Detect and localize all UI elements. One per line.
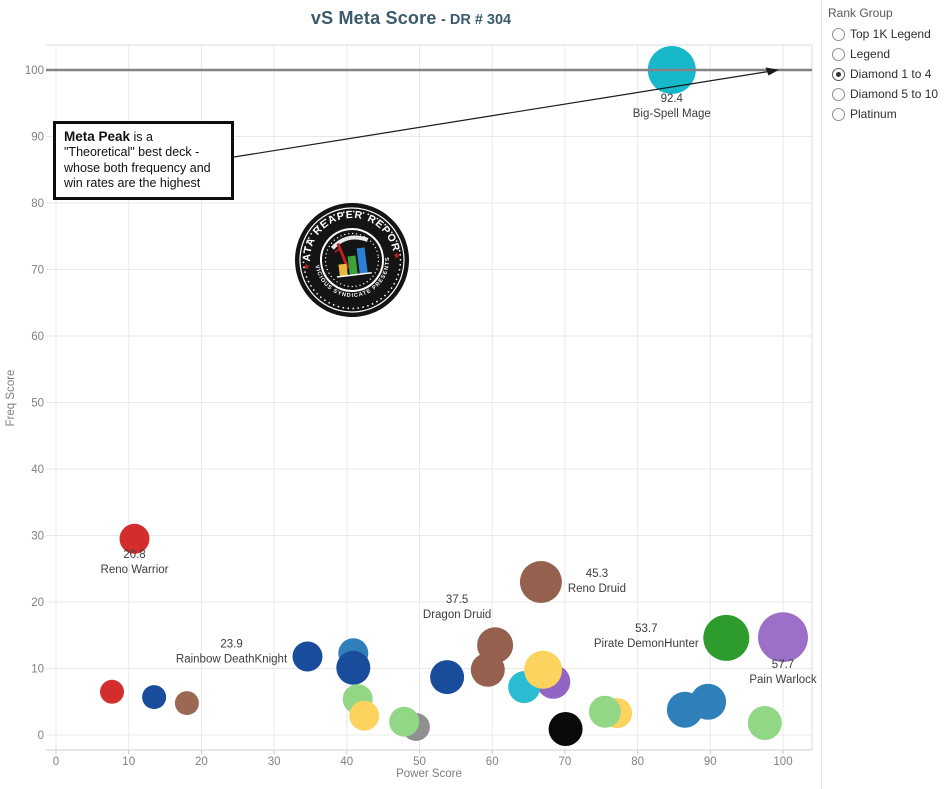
bubble-pirate-demonhunter[interactable] — [703, 614, 750, 661]
y-tick-label: 100 — [25, 65, 44, 77]
x-tick-label: 80 — [631, 756, 644, 768]
bubble-dragon-druid[interactable] — [477, 627, 514, 664]
rank-group-panel: Rank Group Top 1K Legend Legend Diamond 1 … — [828, 6, 946, 127]
x-tick-label: 10 — [122, 756, 135, 768]
x-tick-label: 40 — [340, 756, 353, 768]
annotation-arrow-head — [765, 67, 779, 76]
chart-title: vS Meta Score - DR # 304 — [0, 8, 822, 29]
bubble-reno-warrior[interactable] — [119, 523, 150, 554]
bubble-score-label: 53.7 — [635, 623, 657, 635]
bubble[interactable] — [747, 706, 782, 740]
bubble-pain-warlock[interactable] — [758, 612, 808, 663]
x-tick-label: 20 — [195, 756, 208, 768]
radio-icon[interactable] — [832, 107, 845, 121]
bubble[interactable] — [142, 685, 167, 710]
bubble-name-label: Rainbow DeathKnight — [176, 654, 288, 666]
y-tick-label: 80 — [31, 198, 44, 210]
bubble[interactable] — [430, 660, 465, 695]
rank-option-label: Diamond 5 to 10 — [850, 87, 939, 101]
y-axis-title: Freq Score — [5, 370, 17, 427]
y-tick-label: 20 — [31, 597, 44, 609]
chart-title-sub: - DR # 304 — [440, 12, 512, 28]
bubble-name-label: Reno Druid — [568, 583, 626, 595]
y-tick-label: 60 — [31, 331, 44, 343]
bubble-name-label: Pirate DemonHunter — [594, 638, 699, 650]
y-tick-label: 50 — [31, 398, 44, 410]
bubble-name-label: Dragon Druid — [423, 609, 491, 621]
bubble[interactable] — [588, 695, 621, 728]
rank-option-label: Platinum — [850, 107, 897, 121]
x-tick-label: 100 — [773, 756, 792, 768]
chart-area: vS Meta Score - DR # 304 0 10 20 30 40 50 60 70… — [0, 0, 822, 789]
bubble-score-label: 20.8 — [123, 549, 145, 561]
bubble-name-label: Big-Spell Mage — [633, 108, 711, 120]
bubble[interactable] — [389, 706, 420, 737]
bubble-name-label: Pain Warlock — [749, 674, 817, 686]
x-axis-title: Power Score — [396, 768, 462, 780]
logo-scythe-blade — [330, 235, 369, 250]
bubble-name-label: Reno Warrior — [101, 564, 169, 576]
logo-star-left: ★ — [302, 261, 311, 272]
bubble-score-label: 23.9 — [220, 639, 242, 651]
x-tick-label: 90 — [704, 756, 717, 768]
annotation-arrow-line — [233, 71, 769, 158]
bubble-rainbow-deathknight[interactable] — [292, 641, 323, 672]
y-tick-label: 90 — [31, 132, 44, 144]
bubble[interactable] — [100, 679, 124, 704]
x-tick-label: 30 — [268, 756, 281, 768]
y-tick-label: 40 — [31, 464, 44, 476]
bubble[interactable] — [548, 712, 583, 746]
rank-option-label: Top 1K Legend — [850, 27, 931, 41]
bubble-score-label: 45.3 — [586, 568, 608, 580]
rank-option-legend[interactable]: Legend — [832, 47, 946, 61]
logo-star-right: ★ — [392, 250, 401, 261]
chart-title-main: vS Meta Score — [310, 8, 437, 28]
bubble[interactable] — [349, 700, 380, 731]
x-tick-label: 50 — [413, 756, 426, 768]
rank-option-label: Diamond 1 to 4 — [850, 67, 932, 81]
y-tick-label: 0 — [38, 730, 44, 742]
bubble[interactable] — [690, 683, 727, 720]
bubble[interactable] — [336, 650, 371, 685]
rank-option-diamond-1-to-4[interactable]: Diamond 1 to 4 — [832, 67, 946, 81]
scatter-plot: 0 10 20 30 40 50 60 70 80 90 100 0 10 20 30 40 50 60 70 80 9… — [5, 44, 817, 780]
rank-option-diamond-5-to-10[interactable]: Diamond 5 to 10 — [832, 87, 946, 101]
y-tick-label: 10 — [31, 664, 44, 676]
x-tick-label: 60 — [486, 756, 499, 768]
radio-icon[interactable] — [832, 27, 845, 41]
meta-peak-annotation: Meta Peak is a "Theoretical" best deck -… — [53, 121, 234, 201]
annotation-bold-text: Meta Peak — [64, 129, 131, 144]
radio-selected-icon[interactable] — [832, 67, 845, 81]
data-reaper-report-logo: DATA REAPER REPORT VICIOUS SYNDICATE PRE… — [283, 191, 409, 317]
bubble[interactable] — [174, 691, 199, 716]
rank-option-top-1k-legend[interactable]: Top 1K Legend — [832, 27, 946, 41]
rank-option-label: Legend — [850, 47, 891, 61]
y-tick-label: 30 — [31, 531, 44, 543]
bubble[interactable] — [524, 650, 563, 689]
y-tick-label: 70 — [31, 265, 44, 277]
radio-icon[interactable] — [832, 47, 845, 61]
rank-option-platinum[interactable]: Platinum — [832, 107, 946, 121]
bubble-score-label: 37.5 — [446, 594, 468, 606]
rank-group-options: Top 1K Legend Legend Diamond 1 to 4 Diamond… — [828, 27, 946, 121]
bubble-score-label: 92.4 — [661, 93, 684, 105]
x-tick-label: 70 — [559, 756, 572, 768]
bubble-score-label: 57.7 — [772, 659, 794, 671]
bubble-reno-druid[interactable] — [519, 561, 562, 603]
radio-icon[interactable] — [832, 87, 845, 101]
logo-bar-chart — [338, 247, 368, 277]
rank-group-label: Rank Group — [828, 6, 893, 20]
x-tick-label: 0 — [53, 756, 59, 768]
